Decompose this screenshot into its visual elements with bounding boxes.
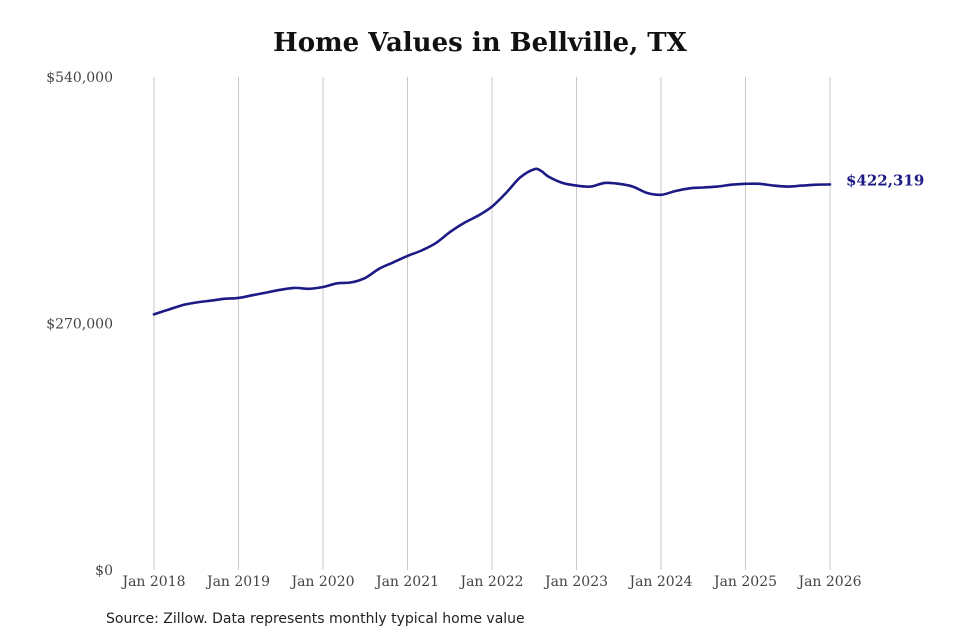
y-tick-label: $270,000 bbox=[46, 317, 113, 333]
y-tick-label: $0 bbox=[95, 563, 113, 579]
x-tick-label: Jan 2025 bbox=[712, 574, 777, 590]
x-tick-label: Jan 2023 bbox=[543, 574, 608, 590]
x-tick-label: Jan 2020 bbox=[289, 574, 354, 590]
end-value-label: $422,319 bbox=[846, 171, 924, 189]
x-tick-label: Jan 2022 bbox=[458, 574, 523, 590]
series-line bbox=[152, 167, 832, 316]
source-note: Source: Zillow. Data represents monthly … bbox=[106, 611, 525, 627]
y-axis: $0 $270,000 $540,000 bbox=[46, 70, 113, 579]
x-tick-label: Jan 2024 bbox=[627, 574, 692, 590]
x-tick-label: Jan 2021 bbox=[374, 574, 439, 590]
gridlines bbox=[153, 77, 831, 570]
y-tick-label: $540,000 bbox=[46, 70, 113, 86]
x-tick-label: Jan 2018 bbox=[120, 574, 185, 590]
x-tick-label: Jan 2019 bbox=[205, 574, 270, 590]
plot-area: $422,319 bbox=[152, 167, 924, 316]
x-tick-label: Jan 2026 bbox=[796, 574, 861, 590]
chart-title: Home Values in Bellville, TX bbox=[273, 28, 687, 58]
x-axis: Jan 2018 Jan 2019 Jan 2020 Jan 2021 Jan 2022… bbox=[120, 574, 861, 590]
